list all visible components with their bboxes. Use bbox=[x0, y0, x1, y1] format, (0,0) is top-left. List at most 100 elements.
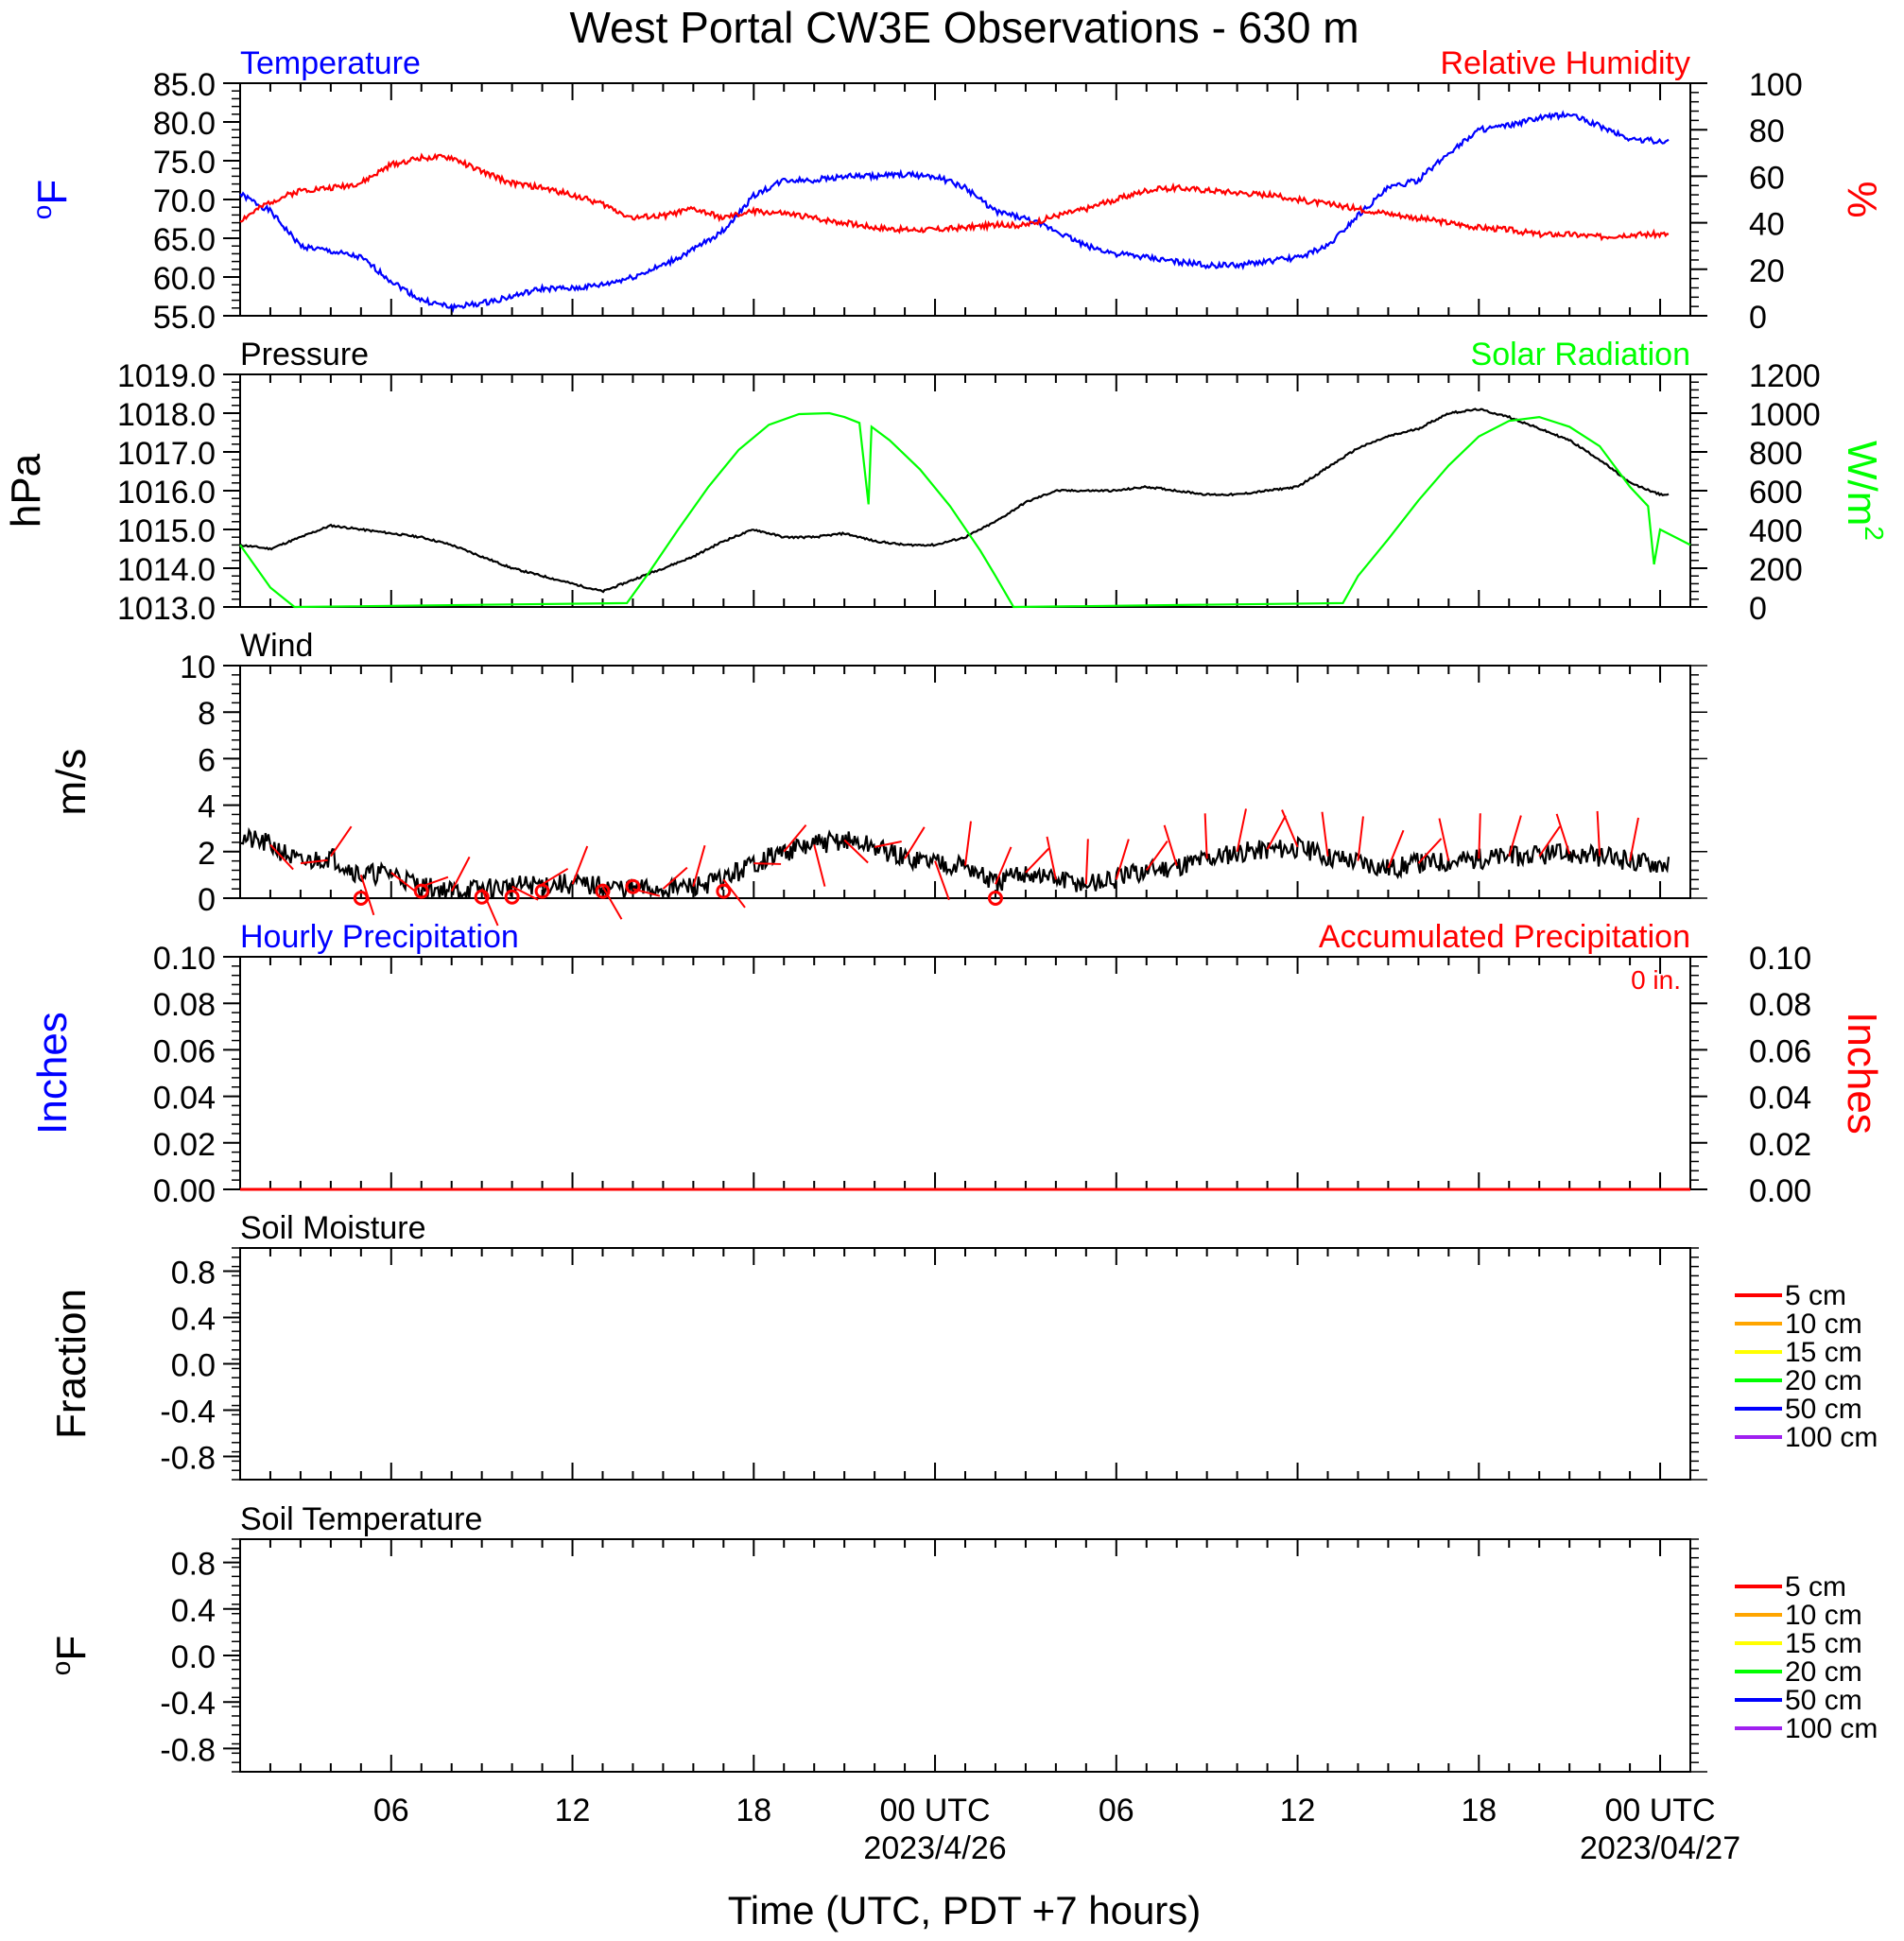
y-right-tick-label: 0.00 bbox=[1749, 1173, 1811, 1209]
legend-label: 20 cm bbox=[1785, 1656, 1862, 1688]
wind-barb bbox=[632, 888, 661, 897]
y-left-tick-label: 1014.0 bbox=[117, 552, 216, 588]
wind-barb bbox=[300, 858, 328, 865]
wind-barb bbox=[1555, 813, 1571, 855]
y-left-unit-label: oF bbox=[46, 1636, 95, 1675]
wind-barb bbox=[783, 823, 807, 853]
wind-barb bbox=[1508, 815, 1522, 858]
wind-barb bbox=[1417, 838, 1443, 864]
panel-frame bbox=[239, 1247, 1691, 1481]
wind-barb bbox=[571, 845, 589, 885]
y-right-tick-label: 0 bbox=[1749, 300, 1767, 336]
unit-main: W/m bbox=[1839, 441, 1885, 526]
wind-barb bbox=[1266, 815, 1287, 850]
y-left-tick-label: -0.8 bbox=[160, 1441, 216, 1477]
degree-o: o bbox=[46, 1661, 76, 1676]
wind-barb bbox=[1387, 829, 1405, 869]
unit-main: % bbox=[1839, 181, 1885, 217]
wind-barb bbox=[1629, 817, 1639, 861]
x-tick-label: 00 UTC bbox=[1604, 1793, 1715, 1828]
panel-title-left: Soil Temperature bbox=[240, 1501, 482, 1537]
y-left-tick-label: 0.4 bbox=[171, 1302, 216, 1338]
wind-barb bbox=[662, 866, 688, 890]
y-right-tick-label: 100 bbox=[1749, 67, 1803, 103]
wind-barb bbox=[874, 841, 902, 848]
legend-label: 5 cm bbox=[1785, 1571, 1846, 1603]
legend-label: 50 cm bbox=[1785, 1394, 1862, 1425]
wind-barb bbox=[542, 867, 569, 886]
calm-wind-marker bbox=[716, 883, 732, 899]
x-axis-label: Time (UTC, PDT +7 hours) bbox=[728, 1888, 1202, 1932]
y-left-tick-label: 0 bbox=[198, 882, 216, 918]
unit-f: F bbox=[29, 180, 76, 205]
y-right-tick-label: 60 bbox=[1749, 160, 1785, 196]
x-tick-label: 00 UTC bbox=[879, 1793, 990, 1828]
y-left-tick-label: 75.0 bbox=[153, 145, 216, 181]
legend-label: 10 cm bbox=[1785, 1600, 1862, 1631]
panel-title-left: Pressure bbox=[240, 337, 369, 373]
wind-barb bbox=[390, 872, 417, 893]
wind-barb bbox=[1084, 839, 1089, 885]
wind-barb bbox=[480, 888, 499, 927]
unit-superscript: 2 bbox=[1860, 526, 1889, 541]
wind-barb bbox=[450, 856, 471, 893]
y-left-tick-label: 0.4 bbox=[171, 1593, 216, 1629]
panel-pressure_solar: 1013.01014.01015.01016.01017.01018.01019… bbox=[3, 337, 1889, 627]
x-tick-label: 06 bbox=[1099, 1793, 1134, 1828]
y-right-tick-label: 0 bbox=[1749, 591, 1767, 627]
legend-label: 15 cm bbox=[1785, 1337, 1862, 1368]
panel-title-left: Wind bbox=[240, 628, 313, 664]
y-right-tick-label: 40 bbox=[1749, 207, 1785, 243]
y-left-tick-label: 0.0 bbox=[171, 1348, 216, 1384]
panel-title-right: Relative Humidity bbox=[1440, 45, 1690, 81]
y-left-tick-label: 0.08 bbox=[153, 987, 216, 1023]
series-line-black bbox=[239, 826, 1670, 900]
calm-wind-marker bbox=[534, 883, 550, 899]
panel-title-left: Temperature bbox=[240, 45, 421, 81]
calm-wind-marker bbox=[504, 889, 520, 905]
wind-barb bbox=[1236, 808, 1247, 853]
panel-soil_moisture: -0.8 -0.4 0.0 0.4 0.8 Soil Moisture Fraction 5 … bbox=[48, 1210, 1878, 1481]
unit-main: Inches bbox=[1839, 1012, 1885, 1135]
x-tick-label: 12 bbox=[1280, 1793, 1316, 1828]
legend-label: 50 cm bbox=[1785, 1685, 1862, 1716]
x-tick-label: 18 bbox=[1461, 1793, 1497, 1828]
y-left-tick-label: 1019.0 bbox=[117, 358, 216, 394]
wind-barb bbox=[1025, 847, 1050, 874]
wind-barb bbox=[1046, 836, 1057, 880]
y-left-tick-label: 0.8 bbox=[171, 1547, 216, 1583]
wind-barb bbox=[995, 846, 1013, 885]
y-left-tick-label: -0.4 bbox=[160, 1686, 216, 1722]
panel-title-right: Solar Radiation bbox=[1471, 337, 1690, 373]
y-left-tick-label: 80.0 bbox=[153, 106, 216, 142]
y-left-tick-label: 10 bbox=[180, 650, 216, 685]
series-line-green bbox=[239, 411, 1691, 609]
y-left-tick-label: 1016.0 bbox=[117, 475, 216, 511]
y-left-tick-label: 0.02 bbox=[153, 1127, 216, 1163]
wind-barb bbox=[601, 886, 623, 920]
calm-wind-marker bbox=[625, 878, 641, 894]
y-left-tick-label: 2 bbox=[198, 836, 216, 872]
wind-barb bbox=[1438, 818, 1450, 861]
y-left-tick-label: 0.06 bbox=[153, 1033, 216, 1069]
y-right-tick-label: 1000 bbox=[1749, 397, 1821, 433]
y-left-tick-label: 0.10 bbox=[153, 941, 216, 977]
y-right-unit-label: Inches bbox=[1839, 1012, 1885, 1135]
y-left-tick-label: 0.04 bbox=[153, 1081, 216, 1117]
y-left-tick-label: 60.0 bbox=[153, 261, 216, 297]
y-left-tick-label: 1015.0 bbox=[117, 513, 216, 549]
y-left-tick-label: 6 bbox=[198, 742, 216, 778]
x-tick-label: 18 bbox=[736, 1793, 771, 1828]
wind-barb bbox=[934, 860, 950, 901]
y-right-tick-label: 0.10 bbox=[1749, 941, 1811, 977]
y-left-tick-label: 0.00 bbox=[153, 1173, 216, 1209]
calm-wind-marker bbox=[353, 891, 369, 906]
wind-barb bbox=[753, 862, 782, 865]
wind-barb bbox=[843, 839, 869, 864]
wind-barb bbox=[1478, 813, 1481, 859]
y-right-unit-label: W/m2 bbox=[1839, 441, 1889, 541]
legend-label: 10 cm bbox=[1785, 1308, 1862, 1340]
wind-barb bbox=[1115, 839, 1130, 880]
legend-label: 100 cm bbox=[1785, 1713, 1878, 1744]
